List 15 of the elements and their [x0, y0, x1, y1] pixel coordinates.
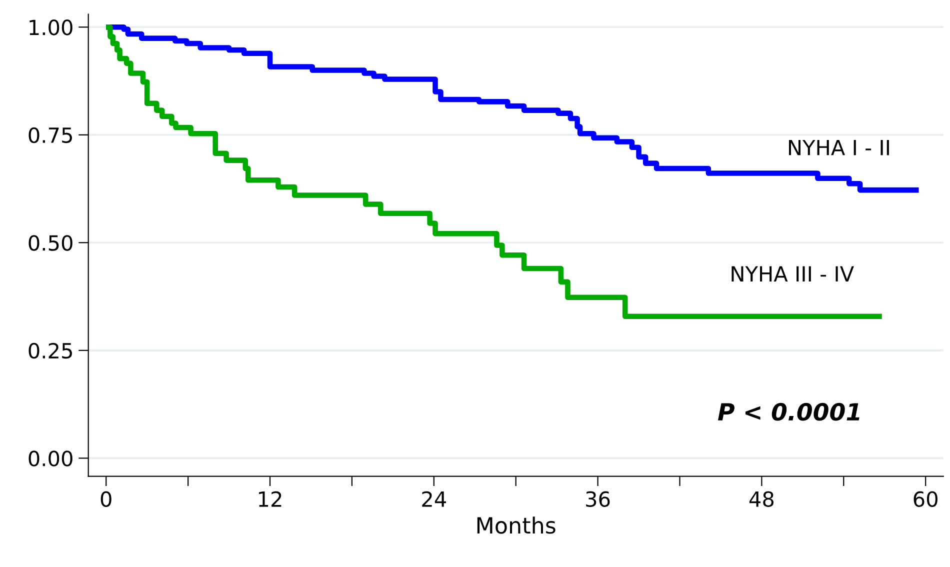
y-tick-label: 1.00	[30, 20, 72, 36]
x-tick-label: 12	[259, 491, 282, 507]
x-axis-title: Months	[477, 516, 556, 534]
series-label: NYHA III - IV	[732, 266, 854, 282]
series-label: NYHA I - II	[788, 140, 889, 156]
y-tick-label: 0.25	[28, 342, 72, 359]
y-tick-label: 0.75	[28, 127, 72, 144]
y-tick-label: 0.50	[28, 235, 72, 251]
x-tick-label: 48	[749, 491, 774, 507]
x-tick-label: 36	[586, 491, 610, 507]
x-tick-label: 24	[422, 491, 446, 507]
x-tick-label: 60	[914, 491, 938, 507]
x-tick-label: 0	[100, 491, 112, 507]
y-tick-label: 0.00	[28, 450, 72, 466]
annotation: P < 0.0001	[718, 402, 860, 421]
